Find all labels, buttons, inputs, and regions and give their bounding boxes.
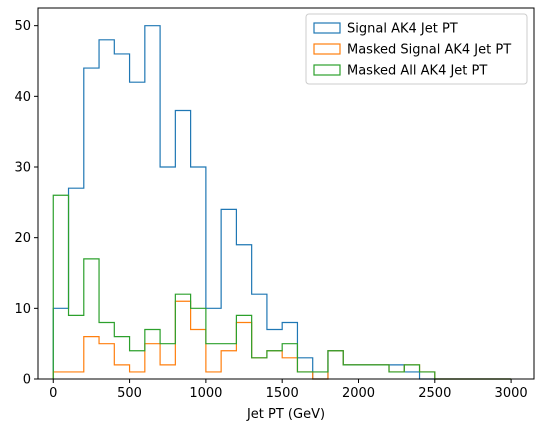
x-tick-label: 1000: [189, 386, 222, 401]
y-axis-ticks: 0 10 20 30 40 50: [14, 19, 38, 388]
x-tick-label: 2500: [418, 386, 451, 401]
y-tick-label: 0: [23, 373, 31, 388]
x-tick-label: 500: [117, 386, 142, 401]
x-axis-label: Jet PT (GeV): [246, 407, 325, 422]
x-tick-label: 3000: [495, 386, 528, 401]
legend: Signal AK4 Jet PT Masked Signal AK4 Jet P…: [305, 13, 528, 85]
y-tick-label: 30: [14, 161, 31, 176]
legend-label: Masked All AK4 Jet PT: [347, 64, 487, 79]
y-tick-label: 10: [14, 302, 31, 317]
series-layer: [52, 25, 512, 380]
series-step-2: [52, 300, 512, 380]
x-tick-label: 0: [49, 386, 57, 401]
legend-swatch: [313, 43, 341, 55]
y-tick-label: 20: [14, 231, 31, 246]
series-step-3: [52, 194, 512, 380]
y-tick-label: 50: [14, 19, 31, 34]
legend-swatch: [313, 22, 341, 34]
legend-label: Signal AK4 Jet PT: [347, 22, 458, 37]
y-tick-label: 40: [14, 90, 31, 105]
plot-frame: [37, 7, 535, 380]
legend-swatch: [313, 64, 341, 76]
x-tick-label: 2000: [342, 386, 375, 401]
legend-label: Masked Signal AK4 Jet PT: [347, 43, 511, 58]
x-axis-ticks: 0 500 1000 1500 2000 2500 3000: [49, 379, 528, 401]
legend-box: [305, 13, 528, 85]
x-tick-label: 1500: [266, 386, 299, 401]
